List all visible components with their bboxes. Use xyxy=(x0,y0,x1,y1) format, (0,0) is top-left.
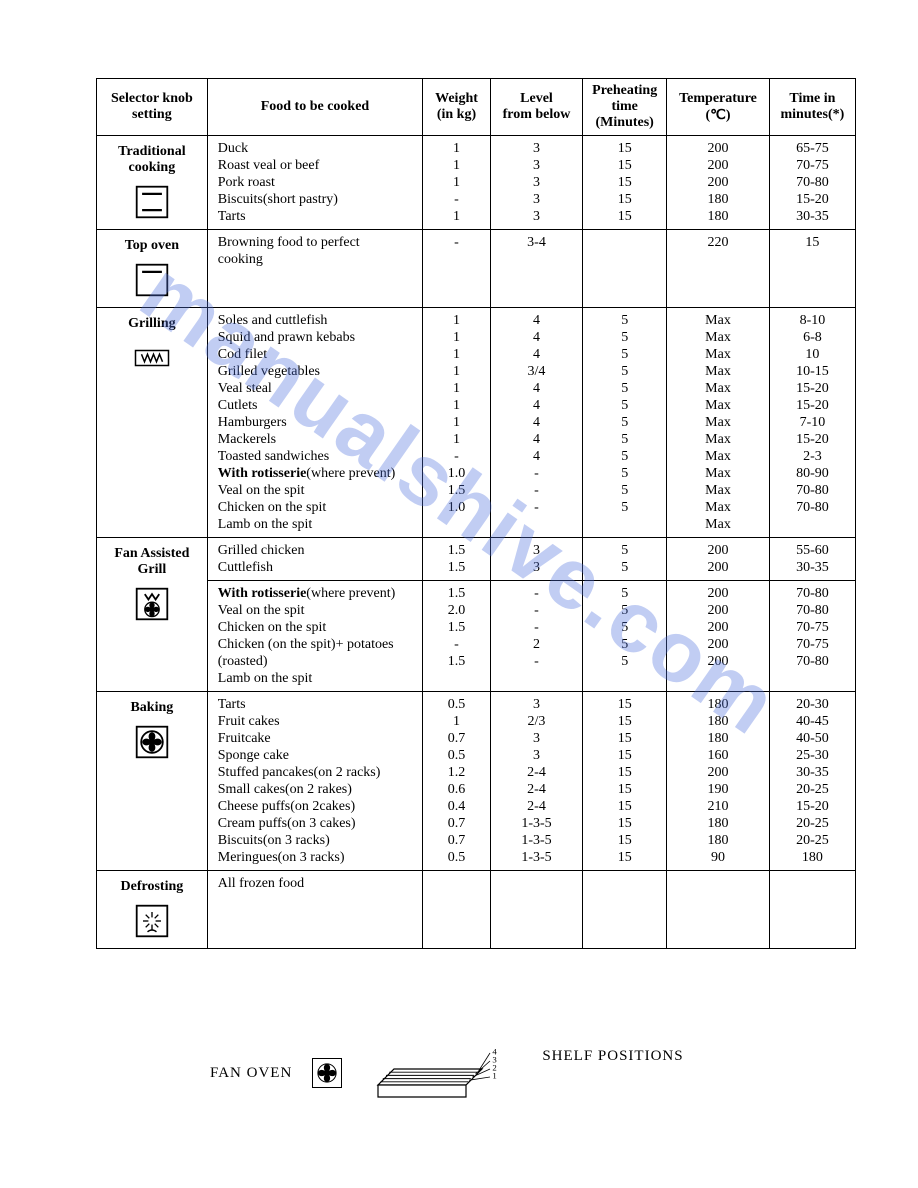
level-cell: 33333 xyxy=(490,136,582,230)
time-cell: 20-3040-4540-5025-3030-3520-2515-2020-25… xyxy=(769,692,855,871)
header-level: Level from below xyxy=(490,79,582,136)
header-preheat: Preheating time (Minutes) xyxy=(583,79,667,136)
time-cell xyxy=(769,871,855,949)
svg-text:1: 1 xyxy=(493,1071,497,1081)
table-section-row: Fan Assisted GrillGrilled chickenCuttlef… xyxy=(97,538,856,581)
traditional-icon xyxy=(134,184,170,220)
food-cell: Grilled chickenCuttlefish xyxy=(207,538,422,581)
header-food: Food to be cooked xyxy=(207,79,422,136)
food-cell: All frozen food xyxy=(207,871,422,949)
level-cell: 32/3332-42-42-41-3-51-3-51-3-5 xyxy=(490,692,582,871)
food-cell: DuckRoast veal or beefPork roastBiscuits… xyxy=(207,136,422,230)
baking-icon xyxy=(134,724,170,760)
table-section-row: Traditional cookingDuckRoast veal or bee… xyxy=(97,136,856,230)
temp-cell: 200200 xyxy=(667,538,770,581)
selector-cell: Top oven xyxy=(97,230,208,308)
preheat-cell: 55555 xyxy=(583,581,667,692)
time-cell: 15 xyxy=(769,230,855,308)
defrost-icon xyxy=(134,903,170,939)
shelf-diagram: 4 3 2 1 xyxy=(362,1028,522,1118)
time-cell: 70-8070-8070-7570-7570-80 xyxy=(769,581,855,692)
selector-cell: Traditional cooking xyxy=(97,136,208,230)
preheat-cell: 555555555555 xyxy=(583,308,667,538)
preheat-cell xyxy=(583,871,667,949)
temp-cell: MaxMaxMaxMaxMaxMaxMaxMaxMaxMaxMaxMaxMax xyxy=(667,308,770,538)
food-cell: Soles and cuttlefishSquid and prawn keba… xyxy=(207,308,422,538)
level-cell: 4443/444444--- xyxy=(490,308,582,538)
table-section-row: With rotisserie(where prevent)Veal on th… xyxy=(97,581,856,692)
preheat-cell: 1515151515 xyxy=(583,136,667,230)
preheat-cell xyxy=(583,230,667,308)
shelf-positions-label: SHELF POSITIONS xyxy=(542,1048,683,1065)
weight-cell: - xyxy=(423,230,491,308)
footer: FAN OVEN 4 3 2 xyxy=(210,1028,684,1118)
time-cell: 65-7570-7570-8015-2030-35 xyxy=(769,136,855,230)
selector-cell: Baking xyxy=(97,692,208,871)
header-selector: Selector knob setting xyxy=(97,79,208,136)
weight-cell: 111-1 xyxy=(423,136,491,230)
selector-cell: Grilling xyxy=(97,308,208,538)
header-weight: Weight (in kg) xyxy=(423,79,491,136)
preheat-cell: 55 xyxy=(583,538,667,581)
temp-cell xyxy=(667,871,770,949)
level-cell xyxy=(490,871,582,949)
header-temp: Temperature (℃) xyxy=(667,79,770,136)
weight-cell xyxy=(423,871,491,949)
preheat-cell: 15151515151515151515 xyxy=(583,692,667,871)
table-header-row: Selector knob setting Food to be cooked … xyxy=(97,79,856,136)
temp-cell: 18018018016020019021018018090 xyxy=(667,692,770,871)
table-section-row: GrillingSoles and cuttlefishSquid and pr… xyxy=(97,308,856,538)
table-section-row: DefrostingAll frozen food xyxy=(97,871,856,949)
temp-cell: 200200200200200 xyxy=(667,581,770,692)
fan-oven-icon xyxy=(312,1058,342,1088)
grill-icon xyxy=(134,340,170,376)
selector-cell: Fan Assisted Grill xyxy=(97,538,208,692)
fan-oven-label: FAN OVEN xyxy=(210,1065,292,1082)
weight-cell: 0.510.70.51.20.60.40.70.70.5 xyxy=(423,692,491,871)
table-section-row: Top ovenBrowning food to perfect cooking… xyxy=(97,230,856,308)
level-cell: 33 xyxy=(490,538,582,581)
selector-cell: Defrosting xyxy=(97,871,208,949)
weight-cell: 1.52.01.5-1.5 xyxy=(423,581,491,692)
temp-cell: 220 xyxy=(667,230,770,308)
time-cell: 55-6030-35 xyxy=(769,538,855,581)
level-cell: ---2- xyxy=(490,581,582,692)
food-cell: TartsFruit cakesFruitcakeSponge cakeStuf… xyxy=(207,692,422,871)
time-cell: 8-106-81010-1515-2015-207-1015-202-380-9… xyxy=(769,308,855,538)
level-cell: 3-4 xyxy=(490,230,582,308)
weight-cell: 1.51.5 xyxy=(423,538,491,581)
fan-grill-icon xyxy=(134,586,170,622)
table-section-row: BakingTartsFruit cakesFruitcakeSponge ca… xyxy=(97,692,856,871)
top-oven-icon xyxy=(134,262,170,298)
cooking-table: Selector knob setting Food to be cooked … xyxy=(96,78,856,949)
food-cell: Browning food to perfect cooking xyxy=(207,230,422,308)
food-cell: With rotisserie(where prevent)Veal on th… xyxy=(207,581,422,692)
header-time: Time in minutes(*) xyxy=(769,79,855,136)
temp-cell: 200200200180180 xyxy=(667,136,770,230)
weight-cell: 11111111-1.01.51.0 xyxy=(423,308,491,538)
